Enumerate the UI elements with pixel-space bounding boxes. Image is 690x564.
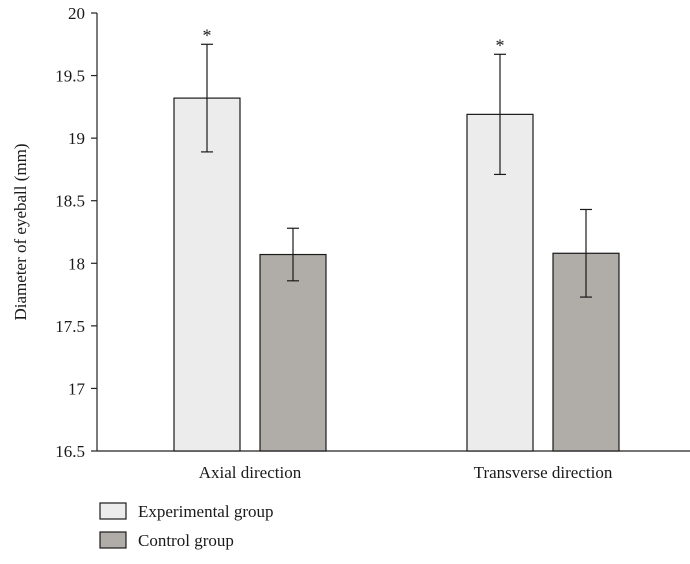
y-tick-label: 16.5 — [55, 442, 85, 461]
significance-marker: * — [203, 25, 212, 45]
chart-legend: Experimental group Control group — [99, 502, 274, 550]
y-tick-label: 19.5 — [55, 67, 85, 86]
chart-bars — [173, 43, 620, 452]
y-tick-label: 17 — [68, 379, 86, 398]
y-tick-label: 19 — [68, 129, 85, 148]
y-axis-title: Diameter of eyeball (mm) — [11, 143, 30, 320]
legend-label-control: Control group — [138, 531, 234, 550]
legend-swatch-experimental — [99, 502, 127, 520]
legend-swatch-control — [99, 531, 127, 549]
chart-labels: Diameter of eyeball (mm) * Axial direction… — [11, 25, 613, 482]
bar-control-0 — [259, 253, 327, 452]
legend-label-experimental: Experimental group — [138, 502, 274, 521]
x-category-label: Axial direction — [199, 463, 302, 482]
y-tick-label: 18.5 — [55, 192, 85, 211]
y-tick-label: 17.5 — [55, 317, 85, 336]
y-tick-label: 20 — [68, 4, 85, 23]
y-tick-label: 18 — [68, 254, 85, 273]
x-category-label: Transverse direction — [474, 463, 613, 482]
significance-marker: * — [496, 35, 505, 55]
bar-experimental-0 — [173, 97, 241, 452]
